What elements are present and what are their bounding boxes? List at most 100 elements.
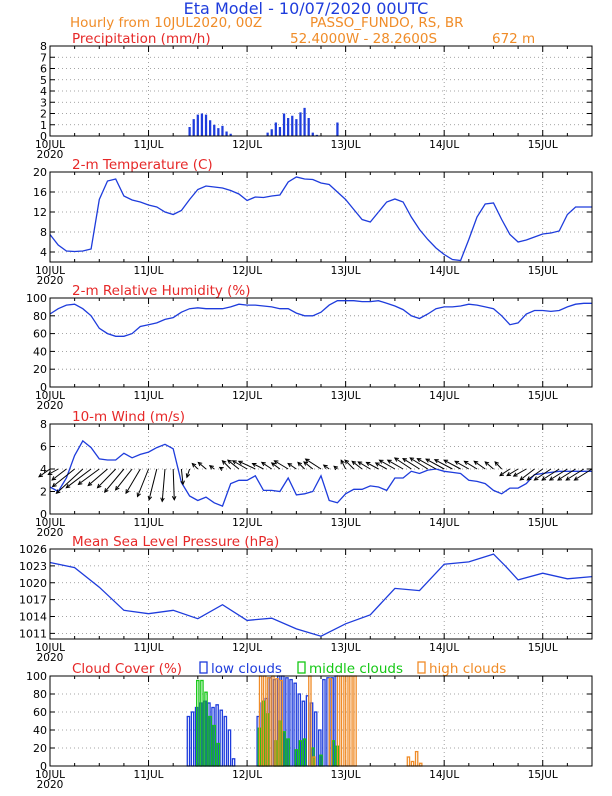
wind-vector-head: [409, 457, 415, 462]
y-tick-label: 40: [33, 724, 47, 737]
y-tick-label: 60: [33, 706, 47, 719]
wind-vector-head: [197, 461, 203, 467]
panel-frame: [49, 45, 593, 137]
station-name: PASSO_FUNDO, RS, BR: [310, 15, 464, 31]
precip-bar: [291, 115, 294, 136]
x-tick-label: 14JUL: [429, 642, 459, 654]
wind-vector-head: [87, 481, 93, 487]
wind-vector: [565, 468, 585, 481]
wind-vector: [379, 459, 396, 470]
precip-bar: [303, 107, 306, 136]
panel-title: Mean Sea Level Pressure (hPa): [72, 534, 279, 550]
wind-vector-head: [541, 476, 547, 481]
wind-vector-head: [378, 459, 384, 464]
x-tick-label: 12JUL: [232, 139, 262, 151]
x-tick-label: 15JUL: [528, 139, 558, 151]
wind-vector: [513, 468, 527, 477]
x-tick-label: 11JUL: [134, 139, 164, 151]
wind-vector: [394, 457, 412, 470]
x-tick-label: 13JUL: [331, 642, 361, 654]
wind-vector-head: [519, 476, 525, 481]
wind-vector: [303, 461, 314, 470]
y-tick-label: 4: [40, 463, 47, 476]
cloud-bar: [322, 678, 326, 767]
x-tick-label: 11JUL: [134, 769, 164, 781]
precip-bar: [311, 132, 314, 136]
precip-bar: [225, 131, 228, 136]
x-year-label: 2020: [37, 527, 64, 539]
x-tick-label: 15JUL: [528, 265, 558, 277]
x-tick-label: 14JUL: [429, 390, 459, 402]
wind-vector-head: [454, 460, 460, 465]
y-tick-label: 0: [40, 381, 47, 394]
cloud-bar: [414, 750, 419, 767]
x-tick-label: 12JUL: [232, 769, 262, 781]
x-tick-label: 15JUL: [528, 517, 558, 529]
wind-vector: [443, 459, 461, 470]
wind-vector: [351, 460, 363, 470]
wind-vector-head: [304, 458, 310, 463]
precip-bar: [270, 129, 273, 136]
wind-vector: [527, 468, 544, 481]
wind-vector: [454, 460, 470, 470]
wind-vector: [409, 457, 429, 470]
wind-vector-head: [231, 460, 237, 465]
y-tick-label: 20: [33, 363, 47, 376]
wind-vector: [232, 460, 248, 470]
wind-vector-head: [340, 459, 345, 465]
x-year-label: 2020: [37, 149, 64, 161]
wind-vector: [78, 468, 100, 485]
panel-title: 10-m Wind (m/s): [72, 409, 185, 425]
x-tick-label: 13JUL: [331, 517, 361, 529]
wind-vector-head: [218, 466, 224, 471]
wind-vector-head: [365, 461, 371, 466]
wind-vector: [484, 461, 494, 470]
wind-vector: [557, 468, 576, 481]
panel-frame: [49, 171, 593, 263]
wind-vector-head: [416, 458, 422, 463]
wind-vector-head: [533, 476, 539, 481]
wind-vector-head: [506, 471, 512, 477]
legend-label: high clouds: [429, 661, 506, 677]
wind-vector: [340, 459, 347, 470]
x-tick-label: 13JUL: [331, 769, 361, 781]
wind-vector-head: [565, 476, 571, 481]
wind-vector: [161, 468, 166, 502]
cloud-bar: [223, 715, 228, 767]
cloud-bar: [227, 729, 232, 767]
wind-vector-head: [287, 462, 293, 468]
wind-vector: [97, 468, 117, 489]
wind-vector: [297, 462, 305, 470]
panel-wind: 0 2 4 6 8 10JUL 11JUL 12JUL 13JUL 14JUL 15JUL 2020 1…: [35, 409, 593, 539]
panel-mslp: 1011 1014 1017 1020 1023 1026 10JUL 11JUL 12JUL 1…: [19, 534, 593, 664]
panel-clouds: 0 20 40 60 80 100 10JUL 11JUL 12JUL 13JUL 14JUL 15J…: [26, 661, 593, 791]
x-tick-label: 11JUL: [134, 642, 164, 654]
cloud-bar: [289, 678, 293, 767]
precip-bar: [282, 113, 286, 136]
y-tick-label: 16: [33, 186, 47, 199]
wind-vector-head: [484, 461, 490, 466]
wind-vector: [506, 468, 519, 477]
y-tick-label: 2: [40, 486, 47, 499]
wind-vector: [541, 468, 560, 481]
wind-vector: [52, 468, 75, 487]
wind-vector-head: [104, 488, 109, 493]
wind-vector-head: [322, 464, 328, 469]
wind-vector: [387, 459, 404, 470]
y-tick-label: 4: [40, 85, 47, 98]
x-tick-label: 12JUL: [232, 517, 262, 529]
precip-bar: [192, 119, 195, 136]
chart-title: Eta Model - 10/07/2020 00UTC: [184, 0, 429, 18]
x-year-label: 2020: [37, 779, 64, 791]
cloud-bar: [231, 758, 236, 767]
wind-vector-head: [433, 459, 439, 464]
legend-swatch: [417, 661, 426, 674]
cloud-bar: [340, 675, 345, 767]
cloud-bar: [186, 715, 191, 767]
wind-vector-head: [38, 472, 44, 478]
precip-bar: [274, 122, 277, 136]
x-tick-label: 13JUL: [331, 139, 361, 151]
wind-vector: [499, 468, 511, 477]
station-elevation: 672 m: [492, 31, 535, 47]
y-tick-label: 1026: [19, 543, 47, 556]
